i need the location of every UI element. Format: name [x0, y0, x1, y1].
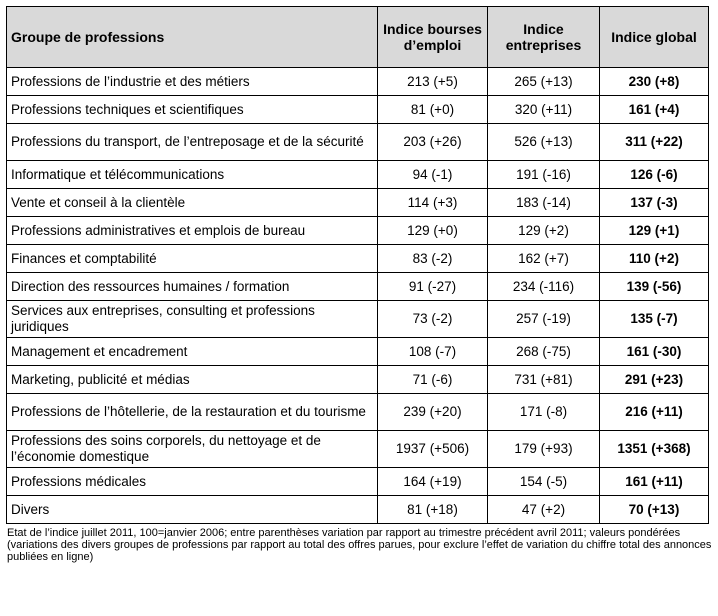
row-entreprises: 154 (-5)	[487, 467, 600, 496]
table-row: Marketing, publicité et médias 71 (-6) 7…	[6, 365, 709, 394]
row-entreprises: 234 (-116)	[487, 272, 600, 301]
table-row: Vente et conseil à la clientèle 114 (+3)…	[6, 188, 709, 217]
row-global: 161 (+11)	[599, 467, 709, 496]
row-bourses: 108 (-7)	[377, 337, 488, 366]
table-row: Professions du transport, de l’entreposa…	[6, 123, 709, 161]
row-bourses: 129 (+0)	[377, 216, 488, 245]
row-group: Direction des ressources humaines / form…	[6, 272, 378, 301]
row-entreprises: 268 (-75)	[487, 337, 600, 366]
header-group: Groupe de professions	[6, 6, 378, 68]
row-global: 139 (-56)	[599, 272, 709, 301]
table-row: Professions de l’industrie et des métier…	[6, 67, 709, 96]
row-entreprises: 191 (-16)	[487, 160, 600, 189]
row-entreprises: 171 (-8)	[487, 393, 600, 431]
table-row: Finances et comptabilité 83 (-2) 162 (+7…	[6, 244, 709, 273]
row-entreprises: 179 (+93)	[487, 430, 600, 468]
row-entreprises: 265 (+13)	[487, 67, 600, 96]
table-row: Professions des soins corporels, du nett…	[6, 430, 709, 468]
row-group: Professions de l’industrie et des métier…	[6, 67, 378, 96]
row-group: Professions administratives et emplois d…	[6, 216, 378, 245]
row-bourses: 81 (+18)	[377, 495, 488, 524]
table-row: Informatique et télécommunications 94 (-…	[6, 160, 709, 189]
row-group: Services aux entreprises, consulting et …	[6, 300, 378, 338]
row-bourses: 71 (-6)	[377, 365, 488, 394]
row-entreprises: 731 (+81)	[487, 365, 600, 394]
row-global: 161 (+4)	[599, 95, 709, 124]
row-bourses: 81 (+0)	[377, 95, 488, 124]
row-group: Vente et conseil à la clientèle	[6, 188, 378, 217]
row-bourses: 114 (+3)	[377, 188, 488, 217]
table-row: Services aux entreprises, consulting et …	[6, 300, 709, 338]
row-bourses: 73 (-2)	[377, 300, 488, 338]
row-group: Professions du transport, de l’entreposa…	[6, 123, 378, 161]
row-group: Professions techniques et scientifiques	[6, 95, 378, 124]
row-entreprises: 526 (+13)	[487, 123, 600, 161]
table-row: Divers 81 (+18) 47 (+2) 70 (+13)	[6, 495, 709, 524]
table-row: Professions de l’hôtellerie, de la resta…	[6, 393, 709, 431]
row-global: 70 (+13)	[599, 495, 709, 524]
table-row: Professions administratives et emplois d…	[6, 216, 709, 245]
row-global: 311 (+22)	[599, 123, 709, 161]
table-row: Direction des ressources humaines / form…	[6, 272, 709, 301]
row-entreprises: 320 (+11)	[487, 95, 600, 124]
row-bourses: 83 (-2)	[377, 244, 488, 273]
row-group: Professions de l’hôtellerie, de la resta…	[6, 393, 378, 431]
row-group: Marketing, publicité et médias	[6, 365, 378, 394]
row-entreprises: 47 (+2)	[487, 495, 600, 524]
row-group: Professions médicales	[6, 467, 378, 496]
row-global: 129 (+1)	[599, 216, 709, 245]
row-bourses: 203 (+26)	[377, 123, 488, 161]
row-bourses: 164 (+19)	[377, 467, 488, 496]
row-bourses: 213 (+5)	[377, 67, 488, 96]
row-global: 110 (+2)	[599, 244, 709, 273]
profession-index-table: Groupe de professions Indice bourses d’e…	[6, 6, 709, 524]
row-entreprises: 129 (+2)	[487, 216, 600, 245]
row-group: Finances et comptabilité	[6, 244, 378, 273]
row-group: Management et encadrement	[6, 337, 378, 366]
index-table-container: Groupe de professions Indice bourses d’e…	[6, 6, 711, 563]
row-global: 291 (+23)	[599, 365, 709, 394]
table-row: Professions techniques et scientifiques …	[6, 95, 709, 124]
header-bourses: Indice bourses d’emploi	[377, 6, 488, 68]
row-entreprises: 257 (-19)	[487, 300, 600, 338]
row-group: Informatique et télécommunications	[6, 160, 378, 189]
row-entreprises: 183 (-14)	[487, 188, 600, 217]
row-global: 126 (-6)	[599, 160, 709, 189]
header-global: Indice global	[599, 6, 709, 68]
row-global: 135 (-7)	[599, 300, 709, 338]
table-row: Management et encadrement 108 (-7) 268 (…	[6, 337, 709, 366]
row-group: Professions des soins corporels, du nett…	[6, 430, 378, 468]
row-global: 161 (-30)	[599, 337, 709, 366]
row-bourses: 91 (-27)	[377, 272, 488, 301]
row-global: 216 (+11)	[599, 393, 709, 431]
row-global: 230 (+8)	[599, 67, 709, 96]
row-bourses: 239 (+20)	[377, 393, 488, 431]
row-bourses: 94 (-1)	[377, 160, 488, 189]
row-entreprises: 162 (+7)	[487, 244, 600, 273]
row-global: 1351 (+368)	[599, 430, 709, 468]
table-footnote: Etat de l’indice juillet 2011, 100=janvi…	[7, 527, 712, 563]
table-row: Professions médicales 164 (+19) 154 (-5)…	[6, 467, 709, 496]
table-header-row: Groupe de professions Indice bourses d’e…	[6, 6, 709, 68]
row-group: Divers	[6, 495, 378, 524]
row-global: 137 (-3)	[599, 188, 709, 217]
row-bourses: 1937 (+506)	[377, 430, 488, 468]
header-entreprises: Indice entreprises	[487, 6, 600, 68]
